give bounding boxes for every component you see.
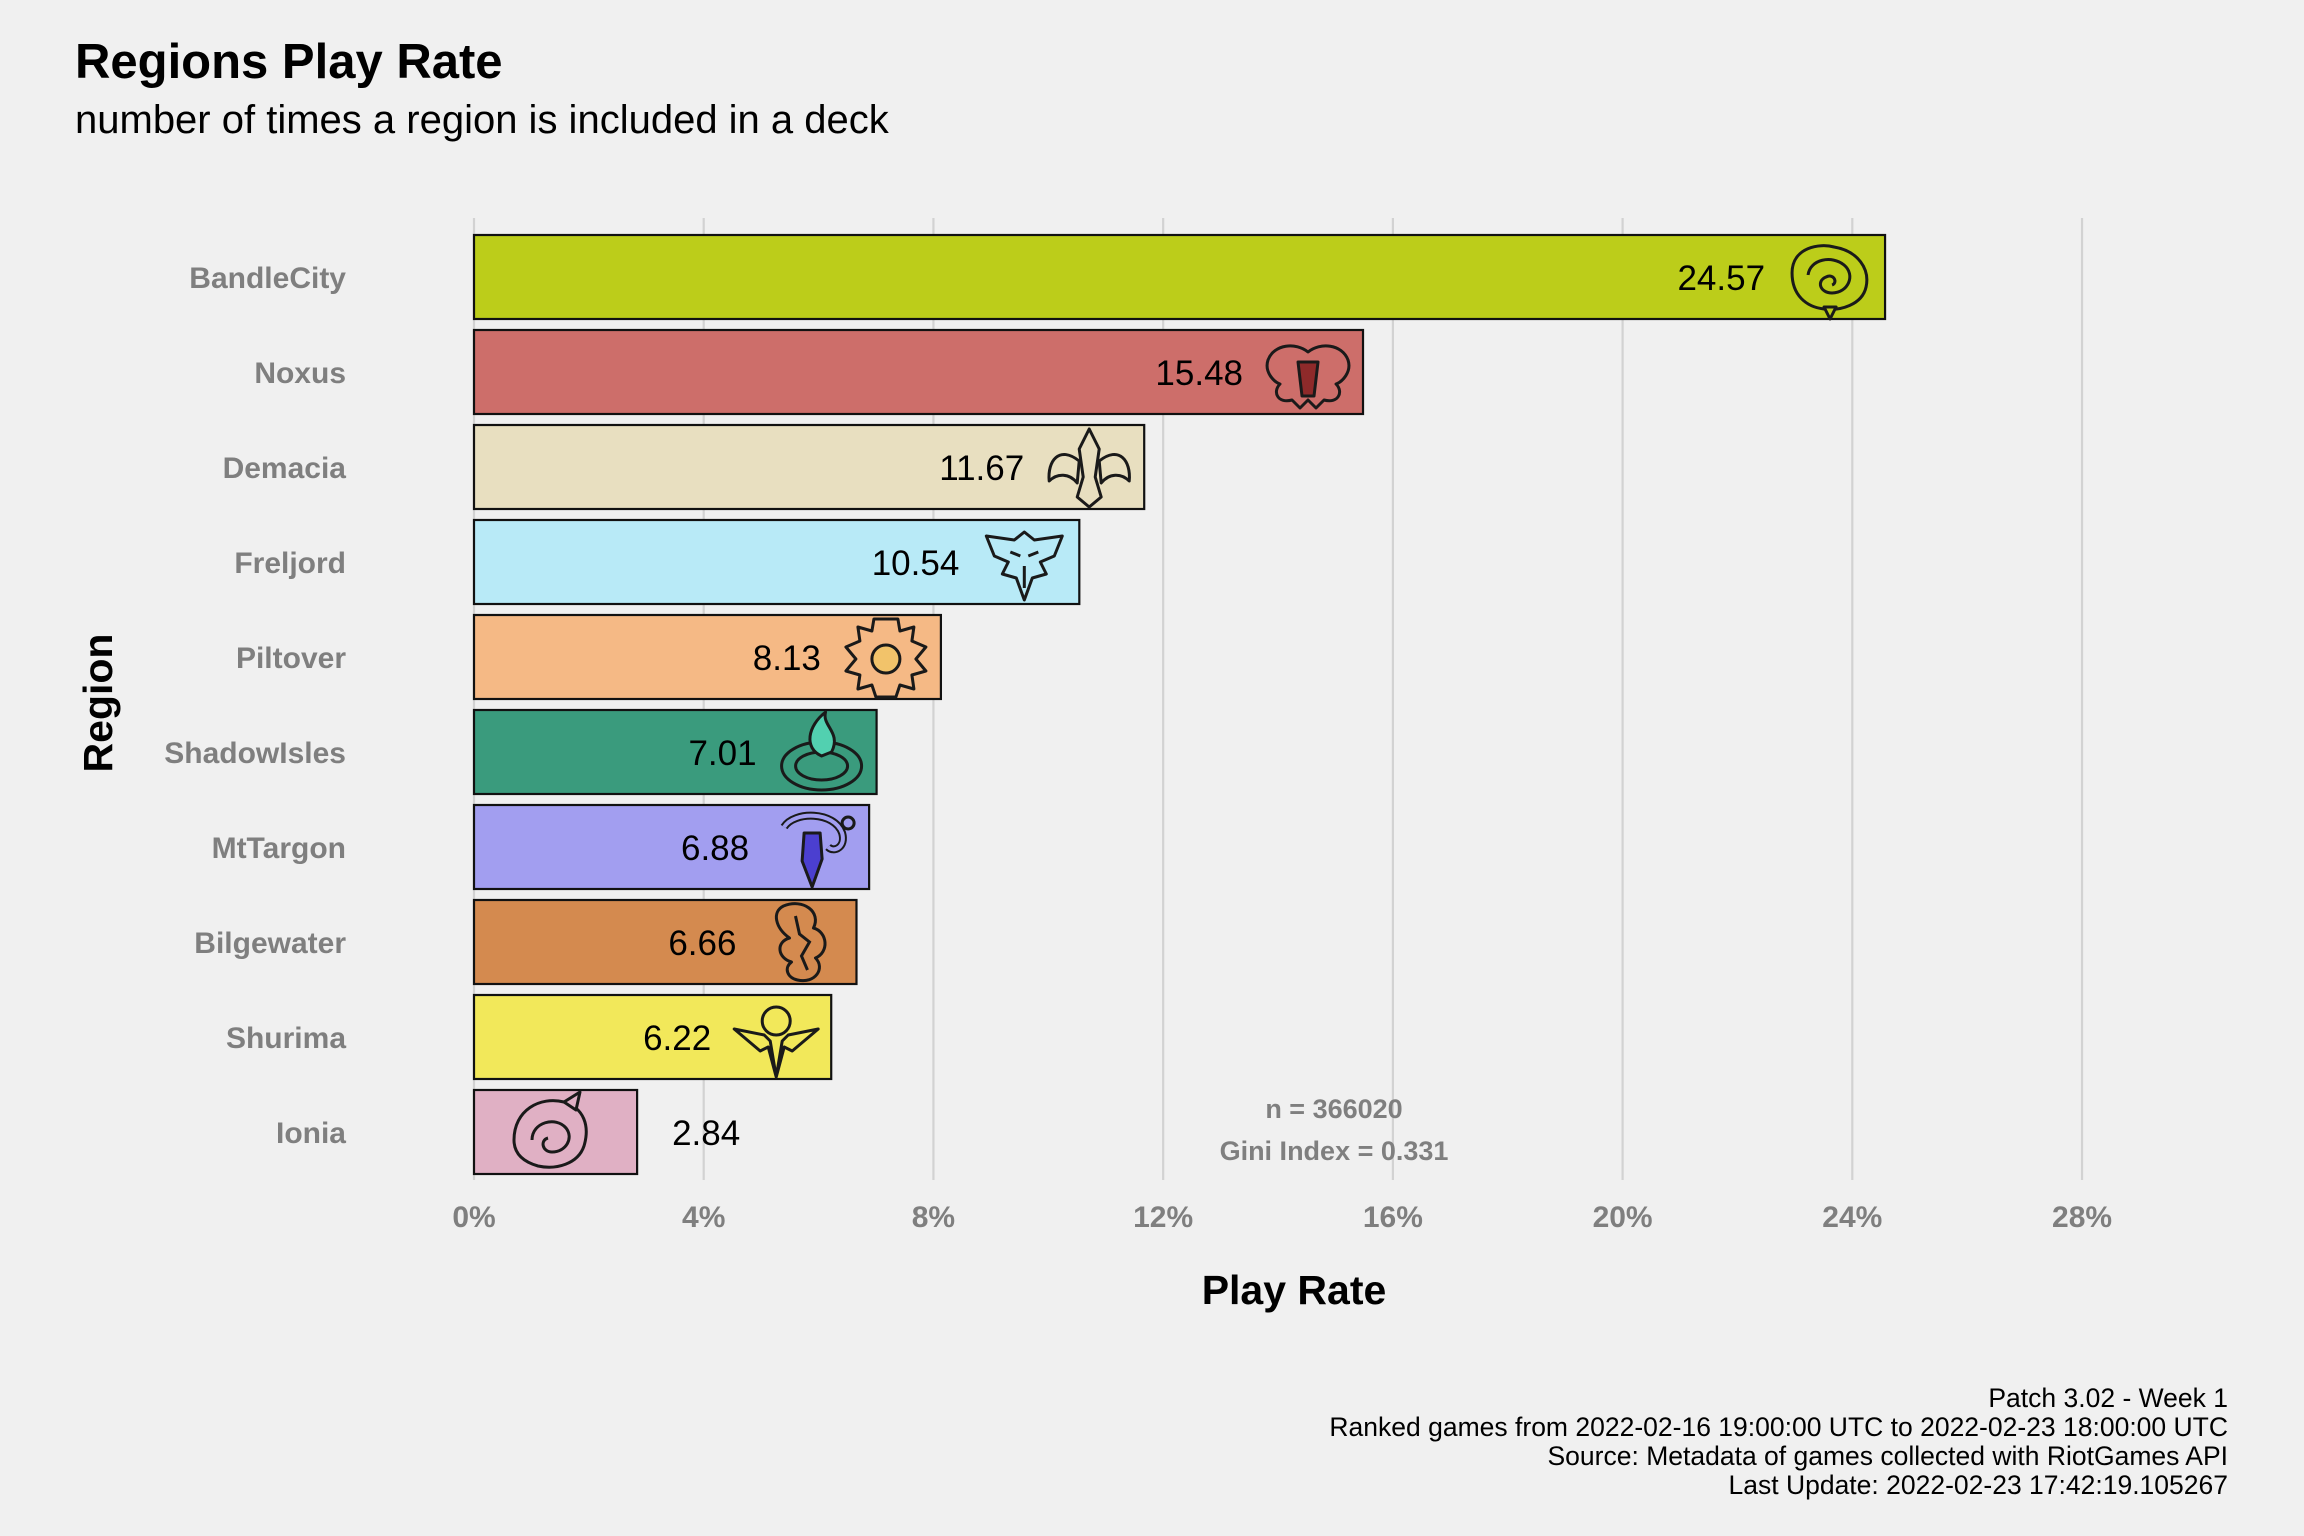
y-tick-label: Ionia <box>276 1117 346 1150</box>
value-label: 8.13 <box>753 639 821 678</box>
caption: Patch 3.02 - Week 1 Ranked games from 20… <box>1329 1384 2228 1500</box>
y-tick-label: BandleCity <box>189 262 346 295</box>
x-tick-label: 28% <box>2052 1201 2112 1234</box>
value-labels: 24.57 15.48 11.67 10.54 8.13 7.01 6.88 6.66 6.22… <box>643 259 1765 1153</box>
x-axis-title: Play Rate <box>1202 1267 1387 1313</box>
caption-line: Patch 3.02 - Week 1 <box>1988 1383 2228 1413</box>
value-label: 15.48 <box>1155 354 1243 393</box>
y-tick-label: Demacia <box>223 452 347 485</box>
annotation: Gini Index = 0.331 <box>1220 1136 1449 1166</box>
x-tick-labels: 0% 4% 8% 12% 16% 20% 24% 28% <box>452 1201 2112 1234</box>
shadow-isles-icon <box>780 710 864 792</box>
bar-BandleCity <box>472 233 1887 321</box>
x-tick-label: 24% <box>1822 1201 1882 1234</box>
noxus-icon <box>1265 344 1351 410</box>
caption-line: Ranked games from 2022-02-16 19:00:00 UT… <box>1329 1412 2228 1442</box>
value-label: 2.84 <box>672 1114 740 1153</box>
y-tick-label: Piltover <box>236 642 346 675</box>
y-tick-label: Bilgewater <box>194 927 346 960</box>
x-tick-label: 20% <box>1593 1201 1653 1234</box>
demacia-icon <box>1047 427 1131 509</box>
value-label: 7.01 <box>688 734 756 773</box>
chart-subtitle: number of times a region is included in … <box>75 98 889 142</box>
y-tick-labels: BandleCity Noxus Demacia Freljord Piltover Sh… <box>164 262 346 1150</box>
bar-Demacia <box>472 423 1146 511</box>
y-tick-label: Freljord <box>234 547 346 580</box>
bandle-city-icon <box>1790 244 1869 321</box>
mt-targon-icon <box>780 811 856 889</box>
y-tick-label: Shurima <box>226 1022 346 1055</box>
x-tick-label: 12% <box>1133 1201 1193 1234</box>
bar-Freljord <box>472 518 1081 606</box>
chart-title: Regions Play Rate <box>75 35 503 89</box>
x-tick-label: 0% <box>452 1201 495 1234</box>
freljord-icon <box>984 530 1064 602</box>
caption-line: Last Update: 2022-02-23 17:42:19.105267 <box>1728 1470 2229 1500</box>
region-icons <box>512 244 1869 1169</box>
bilgewater-icon <box>774 902 827 983</box>
bar-Noxus <box>472 328 1365 416</box>
value-label: 11.67 <box>939 449 1024 488</box>
y-axis-title: Region <box>75 634 121 773</box>
ionia-icon <box>512 1090 588 1169</box>
x-tick-label: 8% <box>912 1201 955 1234</box>
value-label: 6.88 <box>681 829 749 868</box>
value-label: 24.57 <box>1677 259 1765 298</box>
x-tick-label: 16% <box>1363 1201 1423 1234</box>
piltover-icon <box>844 617 928 699</box>
annotations: n = 366020 Gini Index = 0.331 <box>1220 1094 1449 1166</box>
caption-line: Source: Metadata of games collected with… <box>1547 1441 2229 1471</box>
shurima-icon <box>732 1005 820 1079</box>
y-tick-label: ShadowIsles <box>164 737 346 770</box>
value-label: 6.66 <box>668 924 736 963</box>
annotation: n = 366020 <box>1265 1094 1402 1124</box>
x-tick-label: 4% <box>682 1201 725 1234</box>
value-label: 6.22 <box>643 1019 711 1058</box>
y-tick-label: Noxus <box>254 357 346 390</box>
y-tick-label: MtTargon <box>212 832 346 865</box>
value-label: 10.54 <box>872 544 960 583</box>
